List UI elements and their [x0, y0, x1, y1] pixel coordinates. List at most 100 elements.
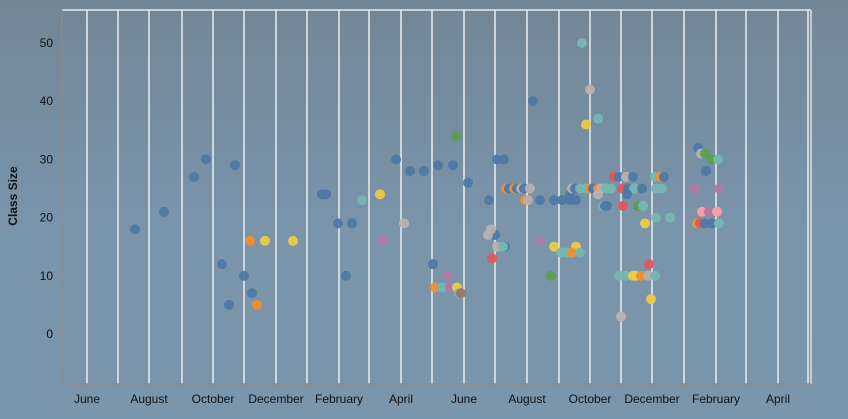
data-point	[375, 189, 385, 200]
data-point	[456, 288, 466, 299]
data-point	[557, 195, 567, 206]
data-point	[616, 311, 626, 322]
data-point	[700, 148, 710, 159]
data-point	[629, 183, 639, 194]
data-point	[357, 195, 367, 206]
data-point	[230, 160, 240, 171]
data-point	[321, 189, 331, 200]
data-point	[484, 195, 494, 206]
data-point	[657, 183, 667, 194]
data-point	[492, 154, 502, 165]
data-point	[621, 270, 631, 281]
data-point	[713, 154, 723, 165]
data-point	[614, 171, 624, 182]
data-point	[651, 212, 661, 223]
x-tick-label: February	[692, 392, 740, 406]
data-point	[712, 206, 722, 217]
data-point	[585, 84, 595, 95]
x-tick-label: October	[192, 392, 235, 406]
data-point	[600, 200, 610, 211]
data-point	[650, 270, 660, 281]
x-tick-label: April	[766, 392, 790, 406]
data-point	[581, 119, 591, 130]
data-point	[606, 183, 616, 194]
data-point	[252, 299, 262, 310]
data-point	[201, 154, 211, 165]
data-point	[430, 282, 440, 293]
data-point	[546, 270, 556, 281]
vertical-gridlines	[86, 10, 809, 384]
data-point	[347, 218, 357, 229]
data-point	[714, 218, 724, 229]
data-point	[636, 270, 646, 281]
data-point	[399, 218, 409, 229]
data-point	[419, 166, 429, 177]
data-point	[391, 154, 401, 165]
data-point	[628, 171, 638, 182]
y-tick-label: 10	[40, 269, 54, 283]
y-axis-title: Class Size	[6, 166, 20, 226]
data-point	[463, 177, 473, 188]
data-point	[433, 160, 443, 171]
data-point	[239, 270, 249, 281]
data-point	[528, 96, 538, 107]
data-point	[333, 218, 343, 229]
data-point	[130, 224, 140, 235]
x-axis: June August October December February April Ju…	[74, 384, 809, 406]
x-tick-label: December	[248, 392, 303, 406]
data-point	[714, 183, 724, 194]
y-tick-label: 40	[40, 94, 54, 108]
data-point	[224, 299, 234, 310]
data-point	[378, 235, 388, 246]
data-point	[260, 235, 270, 246]
data-point	[445, 282, 455, 293]
data-point	[549, 195, 559, 206]
data-point	[288, 235, 298, 246]
data-point	[525, 183, 535, 194]
data-point	[451, 131, 461, 142]
data-point	[665, 212, 675, 223]
data-point	[618, 200, 628, 211]
y-tick-label: 30	[40, 152, 54, 166]
x-tick-label: December	[624, 392, 679, 406]
data-point	[690, 183, 700, 194]
data-point	[575, 247, 585, 258]
x-tick-label: June	[74, 392, 100, 406]
data-point	[523, 195, 533, 206]
data-point	[697, 206, 707, 217]
data-point	[593, 189, 603, 200]
data-point	[643, 270, 653, 281]
data-point	[701, 166, 711, 177]
data-point	[437, 282, 447, 293]
data-point	[483, 230, 493, 241]
data-point	[567, 247, 577, 258]
x-tick-label: August	[508, 392, 546, 406]
data-point	[443, 270, 453, 281]
data-point	[247, 288, 257, 299]
data-point	[593, 113, 603, 124]
data-points	[130, 38, 724, 322]
data-point	[549, 241, 559, 252]
x-tick-label: April	[389, 392, 413, 406]
data-point	[704, 206, 714, 217]
data-point	[341, 270, 351, 281]
data-point	[622, 189, 632, 200]
y-tick-label: 50	[40, 36, 54, 50]
data-point	[535, 195, 545, 206]
data-point	[428, 259, 438, 270]
data-point	[189, 171, 199, 182]
data-point	[621, 171, 631, 182]
data-point	[659, 171, 669, 182]
x-tick-label: February	[315, 392, 363, 406]
data-point	[577, 38, 587, 48]
data-point	[487, 253, 497, 264]
data-point	[614, 270, 624, 281]
data-point	[159, 206, 169, 217]
y-axis: 0 10 20 30 40 50	[40, 36, 62, 341]
data-point	[646, 294, 656, 305]
data-point	[498, 241, 508, 252]
x-tick-label: August	[130, 392, 168, 406]
data-point	[638, 200, 648, 211]
data-point	[448, 160, 458, 171]
